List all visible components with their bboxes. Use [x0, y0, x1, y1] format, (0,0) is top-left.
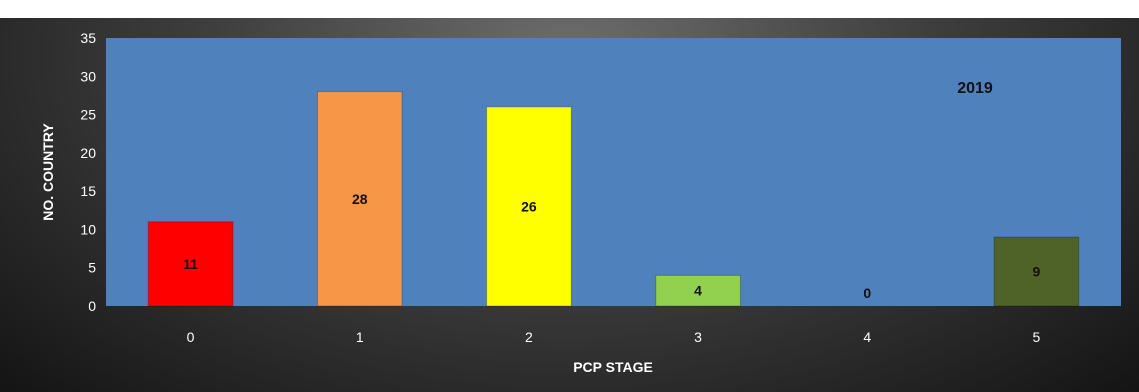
bar-value-label: 9	[1033, 264, 1041, 280]
bar-value-label: 26	[521, 198, 537, 214]
y-tick-label: 25	[80, 107, 96, 123]
bar-value-label: 0	[863, 285, 871, 301]
x-tick-label: 4	[863, 329, 871, 345]
bar	[147, 221, 234, 307]
bar-value-label: 11	[183, 256, 198, 272]
y-tick-label: 5	[88, 260, 96, 276]
year-annotation: 2019	[957, 80, 993, 97]
bar	[993, 236, 1080, 307]
bar	[655, 274, 741, 307]
y-tick-label: 20	[80, 145, 96, 161]
bars: 11 28 26 4 0 9	[147, 91, 1080, 307]
bar-value-label: 4	[694, 283, 702, 299]
y-tick-label: 0	[88, 298, 96, 314]
x-tick-label: 2	[525, 329, 533, 345]
x-axis-ticks: 0 1 2 3 4 5	[187, 329, 1041, 345]
y-tick-label: 30	[80, 68, 96, 84]
x-tick-label: 1	[356, 329, 364, 345]
x-tick-label: 0	[187, 329, 195, 345]
bar	[486, 106, 572, 307]
y-tick-label: 10	[80, 221, 96, 237]
x-tick-label: 3	[694, 329, 702, 345]
x-tick-label: 5	[1033, 329, 1041, 345]
y-axis-label: NO. COUNTRY	[40, 123, 56, 221]
y-axis-ticks: 0 5 10 15 20 25 30 35	[80, 30, 96, 314]
y-tick-label: 35	[80, 30, 96, 46]
x-axis-label: PCP STAGE	[573, 359, 653, 375]
y-tick-label: 15	[80, 183, 96, 199]
bar-value-label: 28	[352, 191, 368, 207]
bar	[316, 91, 403, 307]
plot-area	[106, 38, 1121, 306]
